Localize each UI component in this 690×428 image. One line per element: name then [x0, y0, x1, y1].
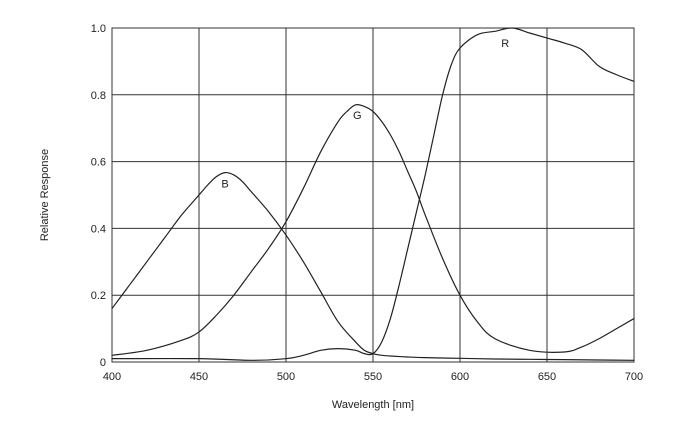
y-tick-label: 0.8: [91, 90, 106, 102]
series-line-g: [111, 103, 635, 356]
series-label-r: R: [501, 38, 509, 50]
series-line-r: [111, 27, 635, 361]
y-tick-label: 0: [100, 357, 106, 369]
series-labels: B G R: [221, 38, 509, 190]
y-tick-label: 0.2: [91, 290, 106, 302]
x-tick-label: 700: [625, 371, 643, 383]
y-axis-tick-labels: 0 0.2 0.4 0.6 0.8 1.0: [91, 23, 106, 369]
x-tick-label: 450: [190, 371, 208, 383]
series-label-g: G: [353, 110, 362, 122]
series-label-b: B: [221, 178, 228, 190]
x-tick-label: 550: [364, 371, 382, 383]
x-axis-tick-labels: 400 450 500 550 600 650 700: [103, 371, 643, 383]
x-tick-label: 650: [538, 371, 556, 383]
y-tick-label: 1.0: [91, 23, 106, 35]
y-tick-label: 0.4: [91, 223, 106, 235]
y-axis-title: Relative Response: [39, 149, 51, 241]
x-axis-title: Wavelength [nm]: [332, 399, 414, 411]
x-tick-label: 600: [451, 371, 469, 383]
x-tick-label: 500: [277, 371, 295, 383]
y-tick-label: 0.6: [91, 157, 106, 169]
series-line-b: [111, 171, 635, 361]
x-tick-label: 400: [103, 371, 121, 383]
grid: [111, 27, 635, 363]
plot-area: [111, 27, 635, 363]
series-lines: [111, 27, 635, 361]
